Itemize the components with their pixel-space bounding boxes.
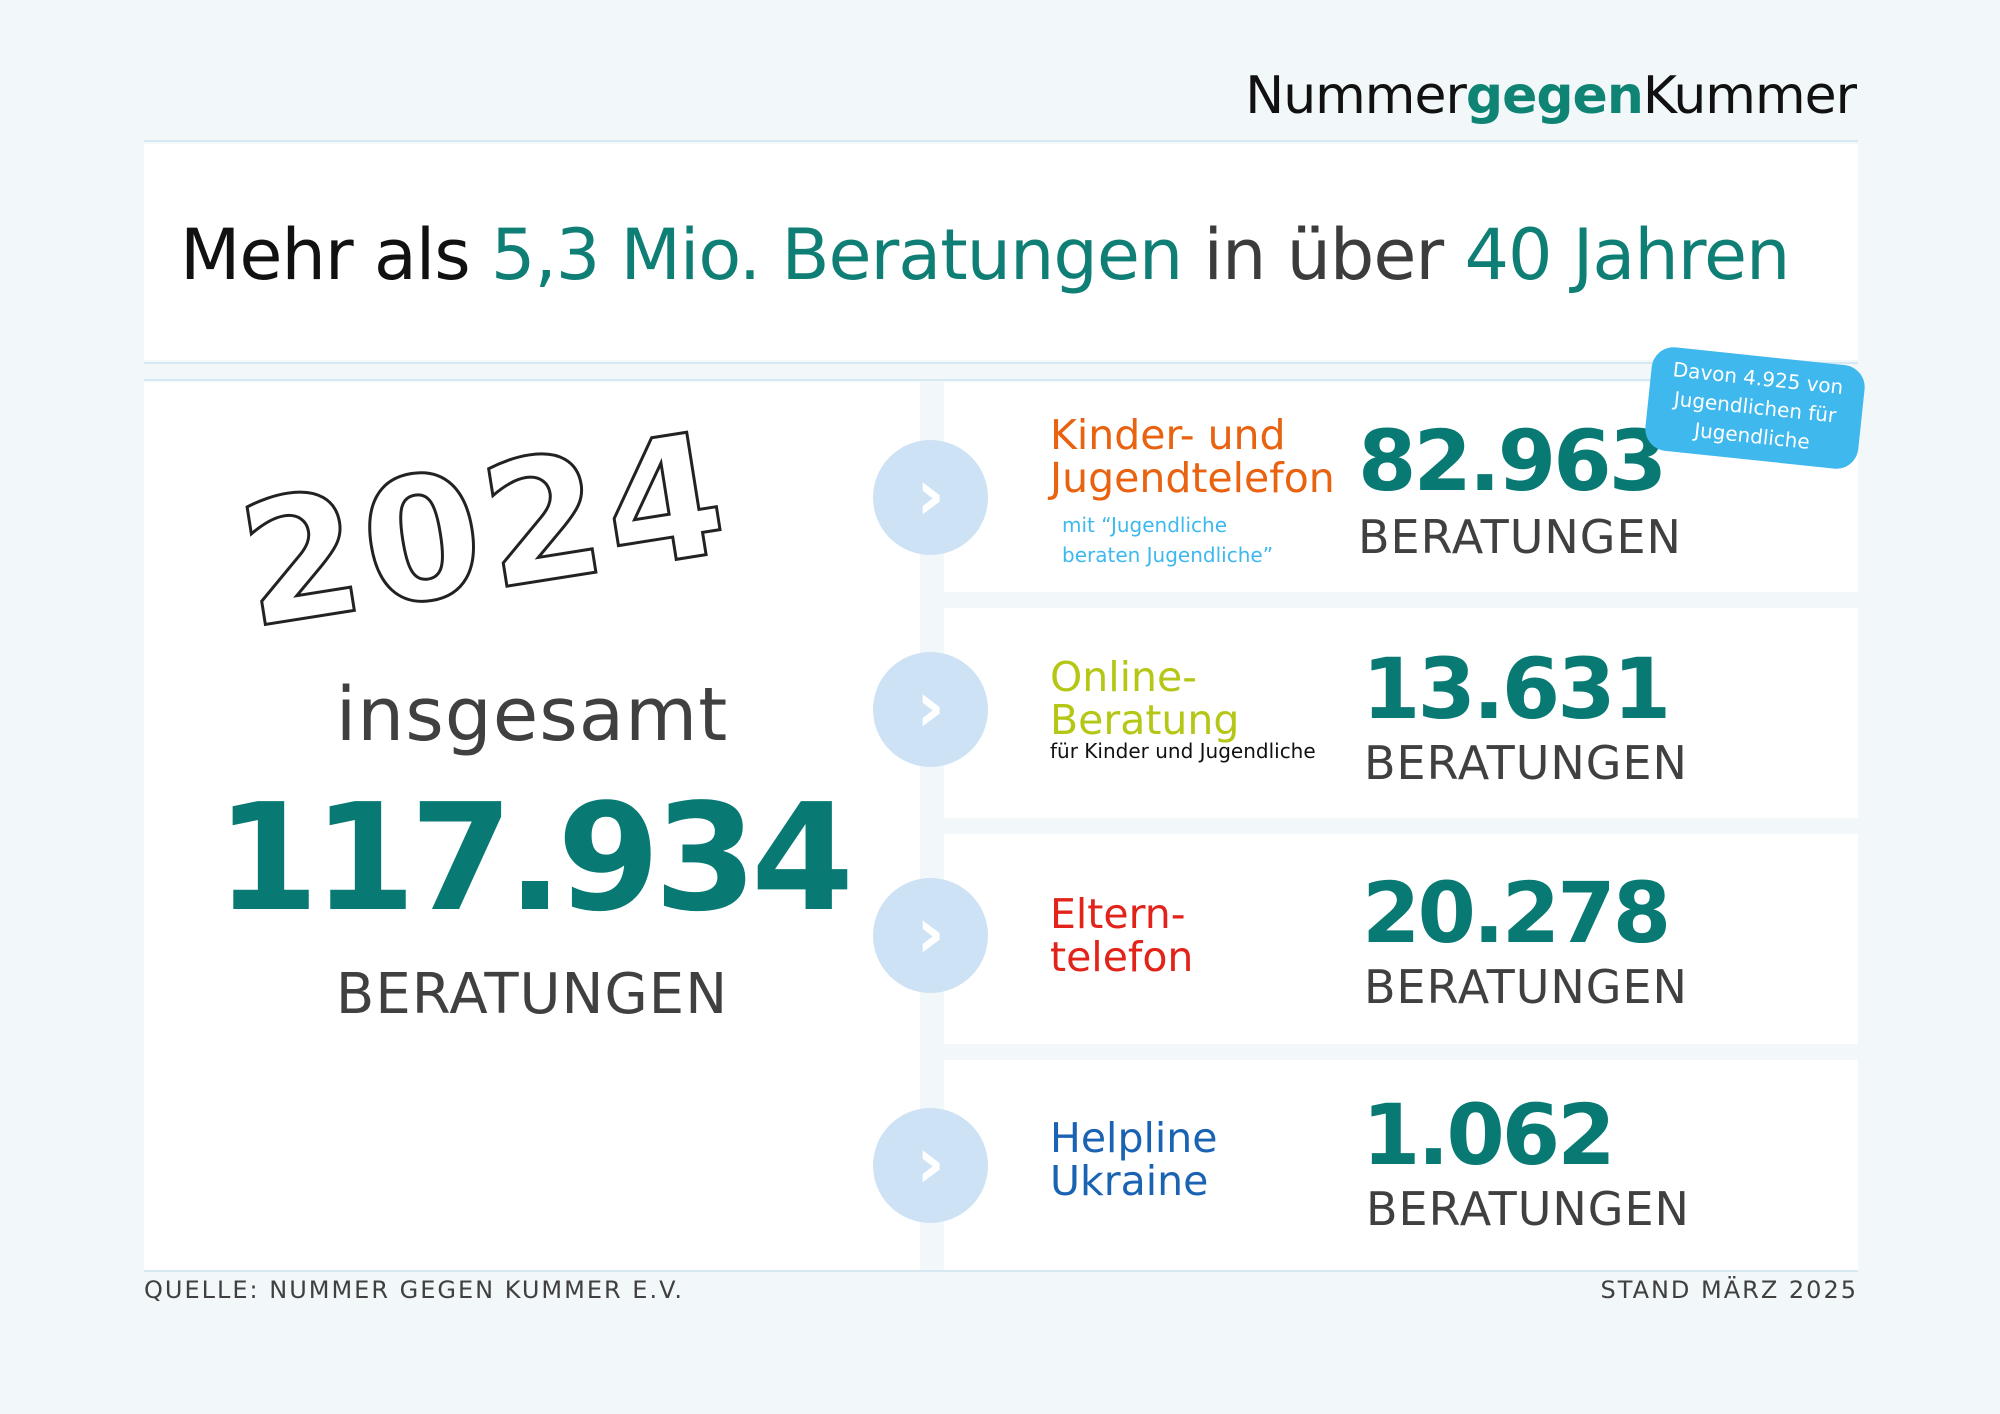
service-label-2-line2: Beratung [1050,696,1240,744]
service-card-elterntelefon [944,834,1858,1044]
headline-part-4: 40 Jahren [1464,214,1790,296]
arrow-circle-2: › [873,652,988,767]
service-label-3-line1: Eltern- [1050,890,1186,938]
divider-bottom [144,1270,1858,1272]
footer-source: QUELLE: NUMMER GEGEN KUMMER E.V. [144,1276,685,1304]
service-label-4-line2: Ukraine [1050,1157,1209,1205]
service-value-1: 82.963 [1358,412,1667,510]
total-unit: BERATUNGEN [335,962,729,1027]
total-label: insgesamt [335,672,729,758]
arrow-circle-4: › [873,1108,988,1223]
divider-mid-2 [144,379,1858,381]
service-unit-3: BERATUNGEN [1364,960,1688,1014]
chevron-right-icon: › [916,1122,945,1204]
service-label-1-line2: Jugendtelefon [1050,454,1335,502]
info-badge-text: Davon 4.925 von Jugendlichen für Jugendl… [1671,357,1845,454]
brand-logo: NummergegenKummer [1245,66,1857,126]
chevron-right-icon: › [916,666,945,748]
arrow-circle-3: › [873,878,988,993]
service-label-3-line2: telefon [1050,933,1194,981]
total-value: 117.934 [215,772,854,944]
divider-top [144,140,1858,142]
service-label-4: Helpline Ukraine [1050,1117,1217,1203]
service-card-helpline-ukraine [944,1060,1858,1270]
service-value-2: 13.631 [1362,640,1671,738]
service-sublabel-1: mit “Jugendliche beraten Jugendliche” [1062,510,1273,570]
service-sublabel-1-line1: mit “Jugendliche [1062,513,1228,537]
service-sublabel-1-line2: beraten Jugendliche” [1062,543,1274,567]
headline-part-1: Mehr als [180,214,491,296]
service-label-2: Online- Beratung [1050,656,1239,742]
service-label-4-line1: Helpline [1050,1114,1218,1162]
logo-part-2: gegen [1465,66,1644,126]
chevron-right-icon: › [916,454,945,536]
service-unit-2: BERATUNGEN [1364,736,1688,790]
year-label: 2024 [226,393,743,668]
service-label-3: Eltern- telefon [1050,893,1193,979]
logo-part-1: Nummer [1245,66,1467,126]
service-unit-4: BERATUNGEN [1366,1182,1690,1236]
service-label-1-line1: Kinder- und [1050,411,1286,459]
divider-mid-1 [144,362,1858,364]
arrow-circle-1: › [873,440,988,555]
service-label-2-line1: Online- [1050,653,1198,701]
headline-panel: Mehr als 5,3 Mio. Beratungen in über 40 … [144,144,1858,360]
headline-part-2: 5,3 Mio. Beratungen [490,214,1183,296]
service-sublabel-2: für Kinder und Jugendliche [1050,736,1316,766]
service-sublabel-2-line1: für Kinder und Jugendliche [1050,739,1316,763]
headline: Mehr als 5,3 Mio. Beratungen in über 40 … [180,214,1790,296]
summary-panel: 2024 insgesamt 117.934 BERATUNGEN [144,382,920,1270]
service-label-1: Kinder- und Jugendtelefon [1050,414,1335,500]
service-unit-1: BERATUNGEN [1358,510,1682,564]
chevron-right-icon: › [916,892,945,974]
headline-part-3: in über [1182,214,1465,296]
info-badge: Davon 4.925 von Jugendlichen für Jugendl… [1643,345,1867,471]
footer-date: STAND MÄRZ 2025 [1600,1276,1858,1304]
logo-part-3: Kummer [1642,66,1857,126]
service-value-3: 20.278 [1362,864,1671,962]
service-value-4: 1.062 [1362,1086,1616,1184]
service-card-online-beratung [944,608,1858,818]
